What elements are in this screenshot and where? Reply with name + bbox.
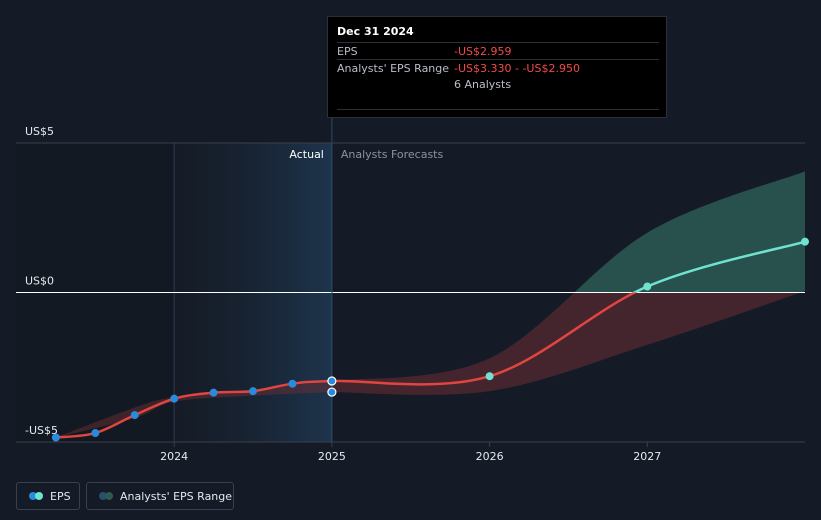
section-label-actual: Actual <box>289 148 323 161</box>
hover-tooltip: Dec 31 2024 EPS -US$2.959 Analysts' EPS … <box>327 16 667 118</box>
eps-point-forecast-1 <box>643 282 652 291</box>
tooltip-row-analysts: 6 Analysts <box>337 76 659 93</box>
range-legend-icon <box>99 492 113 500</box>
tooltip-range-label: Analysts' EPS Range <box>337 62 450 75</box>
eps-point-actual-2 <box>130 411 139 420</box>
tooltip-row-range: Analysts' EPS Range -US$3.330 - -US$2.95… <box>337 59 659 77</box>
forecast-range-negative <box>331 292 801 395</box>
highlight-point-1 <box>327 387 337 397</box>
x-tick-2: 2026 <box>476 450 504 463</box>
eps-point-actual-3 <box>170 394 179 403</box>
tooltip-date: Dec 31 2024 <box>337 25 414 38</box>
eps-point-forecast-0 <box>485 372 494 381</box>
tooltip-row-eps: EPS -US$2.959 <box>337 42 659 60</box>
x-tick-3: 2027 <box>633 450 661 463</box>
legend-eps[interactable]: EPS <box>16 482 80 510</box>
tooltip-analysts-count: 6 Analysts <box>454 78 512 91</box>
eps-point-actual-6 <box>288 379 297 388</box>
legend-eps-label: EPS <box>50 489 71 503</box>
x-tick-1: 2025 <box>318 450 346 463</box>
legend-range-label: Analysts' EPS Range <box>120 489 233 503</box>
eps-point-actual-4 <box>209 388 218 397</box>
section-label-forecast: Analysts Forecasts <box>341 148 444 161</box>
tooltip-eps-value: -US$2.959 <box>454 45 512 58</box>
y-label-2: -US$5 <box>25 424 58 437</box>
y-label-0: US$5 <box>25 125 54 138</box>
x-tick-0: 2024 <box>160 450 188 463</box>
eps-point-actual-5 <box>249 387 258 396</box>
tooltip-range-value: -US$3.330 - -US$2.950 <box>454 62 580 75</box>
tooltip-divider <box>337 109 659 110</box>
past-range-band <box>55 380 332 438</box>
eps-point-actual-1 <box>91 429 100 438</box>
eps-point-forecast-2 <box>801 237 809 246</box>
tooltip-eps-label: EPS <box>337 45 358 58</box>
eps-point-actual-0 <box>51 433 60 442</box>
legend-range[interactable]: Analysts' EPS Range <box>86 482 234 510</box>
highlight-point-0 <box>327 376 337 386</box>
eps-legend-icon <box>29 492 43 500</box>
forecast-range-positive <box>574 171 805 293</box>
y-label-1: US$0 <box>25 275 54 288</box>
